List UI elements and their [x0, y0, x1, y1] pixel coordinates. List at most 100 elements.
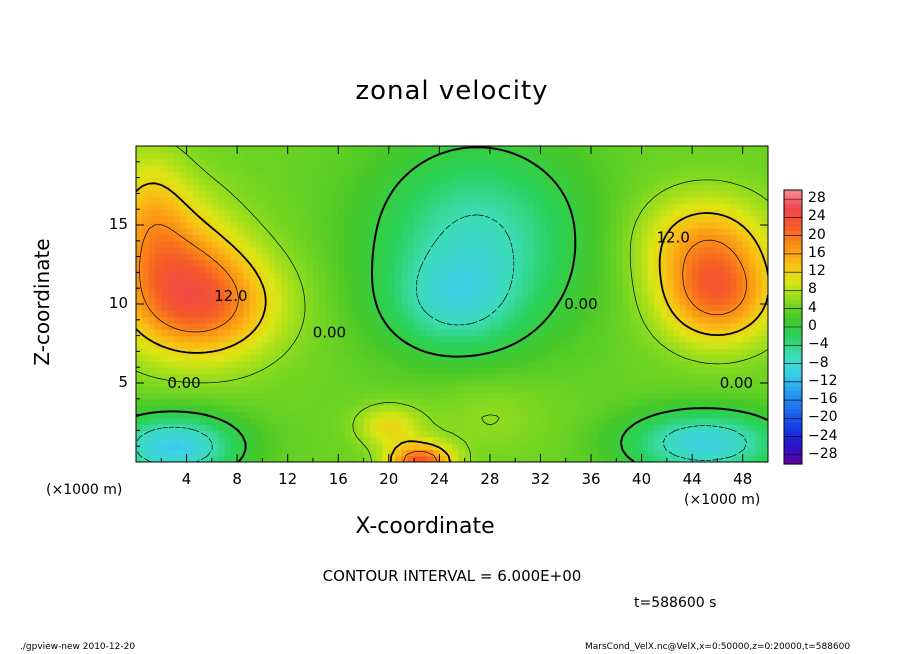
- velocity-cell: [338, 183, 346, 191]
- velocity-cell: [180, 266, 188, 273]
- velocity-cell: [319, 259, 327, 267]
- velocity-cell: [635, 348, 643, 356]
- velocity-cell: [281, 379, 289, 387]
- velocity-cell: [142, 297, 150, 305]
- velocity-cell: [407, 285, 415, 292]
- velocity-cell: [635, 164, 643, 172]
- velocity-cell: [647, 183, 655, 191]
- velocity-cell: [325, 158, 333, 166]
- velocity-cell: [211, 386, 219, 394]
- velocity-cell: [161, 329, 169, 337]
- velocity-cell: [401, 436, 409, 444]
- velocity-cell: [192, 348, 200, 356]
- velocity-cell: [742, 367, 750, 375]
- velocity-cell: [388, 316, 396, 324]
- velocity-cell: [161, 417, 169, 425]
- velocity-cell: [173, 291, 181, 299]
- velocity-cell: [553, 341, 561, 349]
- velocity-cell: [312, 417, 320, 425]
- velocity-cell: [287, 405, 295, 413]
- velocity-cell: [142, 335, 150, 343]
- velocity-cell: [742, 266, 750, 273]
- velocity-cell: [369, 411, 377, 419]
- velocity-cell: [711, 196, 719, 204]
- velocity-cell: [761, 430, 768, 438]
- velocity-cell: [268, 278, 276, 286]
- velocity-cell: [382, 272, 390, 280]
- velocity-cell: [325, 152, 333, 160]
- velocity-cell: [654, 360, 662, 368]
- velocity-cell: [591, 360, 598, 368]
- velocity-cell: [723, 183, 731, 191]
- velocity-cell: [433, 291, 440, 299]
- velocity-cell: [338, 316, 346, 324]
- velocity-cell: [591, 146, 598, 153]
- velocity-cell: [350, 322, 358, 330]
- velocity-cell: [635, 259, 643, 267]
- velocity-cell: [477, 259, 485, 267]
- velocity-cell: [180, 392, 188, 400]
- velocity-cell: [407, 259, 415, 267]
- velocity-cell: [736, 417, 744, 425]
- velocity-cell: [426, 310, 434, 318]
- velocity-cell: [641, 436, 649, 444]
- velocity-cell: [673, 373, 681, 381]
- velocity-cell: [515, 411, 523, 419]
- velocity-cell: [534, 190, 542, 198]
- velocity-cell: [610, 411, 617, 419]
- velocity-cell: [540, 443, 548, 450]
- velocity-cell: [369, 329, 377, 337]
- velocity-cell: [723, 455, 731, 462]
- velocity-cell: [173, 228, 181, 236]
- velocity-cell: [546, 354, 554, 362]
- velocity-cell: [344, 373, 352, 381]
- velocity-cell: [287, 285, 295, 292]
- velocity-cell: [205, 379, 213, 387]
- velocity-cell: [641, 430, 649, 438]
- velocity-cell: [591, 266, 598, 273]
- velocity-cell: [698, 259, 706, 267]
- velocity-cell: [502, 367, 510, 375]
- velocity-cell: [685, 304, 693, 311]
- velocity-cell: [180, 405, 188, 413]
- velocity-cell: [584, 266, 592, 273]
- velocity-cell: [249, 354, 257, 362]
- velocity-cell: [654, 417, 662, 425]
- velocity-cell: [173, 209, 181, 217]
- velocity-cell: [186, 379, 194, 387]
- velocity-cell: [515, 386, 523, 394]
- velocity-cell: [660, 228, 668, 236]
- velocity-cell: [749, 215, 756, 223]
- velocity-cell: [502, 266, 510, 273]
- velocity-cell: [565, 196, 573, 204]
- velocity-cell: [553, 196, 561, 204]
- velocity-cell: [717, 398, 725, 406]
- velocity-cell: [294, 253, 301, 261]
- velocity-cell: [256, 164, 263, 172]
- velocity-cell: [742, 177, 750, 185]
- velocity-cell: [312, 367, 320, 375]
- velocity-cell: [445, 430, 453, 438]
- velocity-cell: [647, 367, 655, 375]
- velocity-cell: [559, 228, 567, 236]
- velocity-cell: [673, 240, 681, 248]
- velocity-cell: [148, 322, 156, 330]
- velocity-cell: [534, 209, 542, 217]
- velocity-cell: [515, 221, 523, 229]
- velocity-cell: [572, 259, 579, 267]
- velocity-cell: [136, 278, 143, 286]
- velocity-cell: [237, 209, 245, 217]
- velocity-cell: [723, 171, 731, 179]
- velocity-cell: [755, 291, 763, 299]
- velocity-cell: [325, 316, 333, 324]
- velocity-cell: [376, 373, 384, 381]
- velocity-cell: [199, 417, 207, 425]
- velocity-cell: [685, 316, 693, 324]
- velocity-cell: [338, 335, 346, 343]
- velocity-cell: [616, 146, 624, 153]
- velocity-cell: [357, 177, 365, 185]
- velocity-cell: [224, 329, 232, 337]
- velocity-cell: [515, 329, 523, 337]
- velocity-cell: [635, 190, 643, 198]
- velocity-cell: [508, 322, 516, 330]
